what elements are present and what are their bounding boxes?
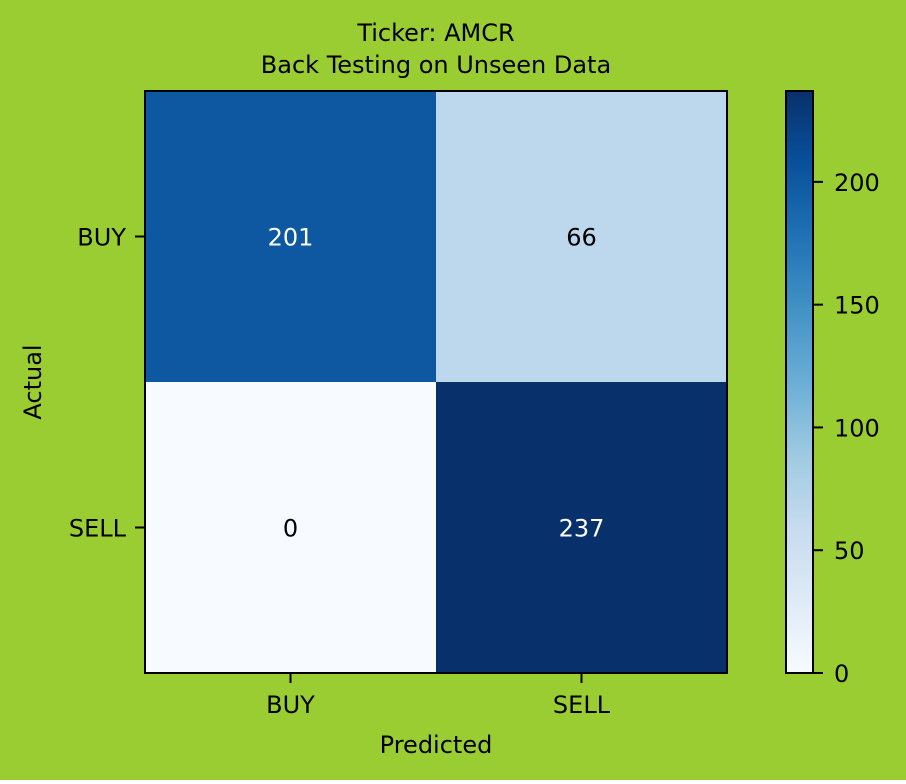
x-axis-ticks: BUY SELL (266, 673, 611, 719)
heatmap-cells: 201 66 0 237 (145, 91, 728, 674)
colorbar-tick-label: 100 (834, 414, 880, 442)
cell-value-label: 237 (559, 515, 605, 543)
x-tick-label: SELL (553, 691, 611, 719)
colorbar (785, 90, 814, 674)
heatmap-cell (145, 382, 437, 674)
y-tick-label: SELL (69, 515, 127, 543)
cell-value-label: 201 (268, 224, 314, 252)
x-axis-label: Predicted (380, 731, 493, 759)
y-tick-label: BUY (77, 224, 126, 252)
plot-frame (144, 90, 728, 674)
colorbar-tick-label: 200 (834, 169, 880, 197)
colorbar-tick-label: 150 (834, 292, 880, 320)
chart-title: Ticker: AMCR (356, 19, 514, 47)
x-tick-label: BUY (266, 691, 315, 719)
y-axis-label: Actual (19, 344, 47, 419)
cell-value-label: 66 (566, 224, 597, 252)
y-axis-ticks: BUY SELL (69, 224, 145, 543)
colorbar-ticks: 0 50 100 150 200 (813, 169, 880, 688)
colorbar-tick-label: 50 (834, 537, 865, 565)
colorbar-tick-label: 0 (834, 660, 849, 688)
heatmap-cell (145, 91, 437, 383)
chart-subtitle: Back Testing on Unseen Data (261, 51, 611, 79)
heatmap-cell (436, 382, 728, 674)
cell-value-label: 0 (283, 515, 298, 543)
heatmap-cell (436, 91, 728, 383)
